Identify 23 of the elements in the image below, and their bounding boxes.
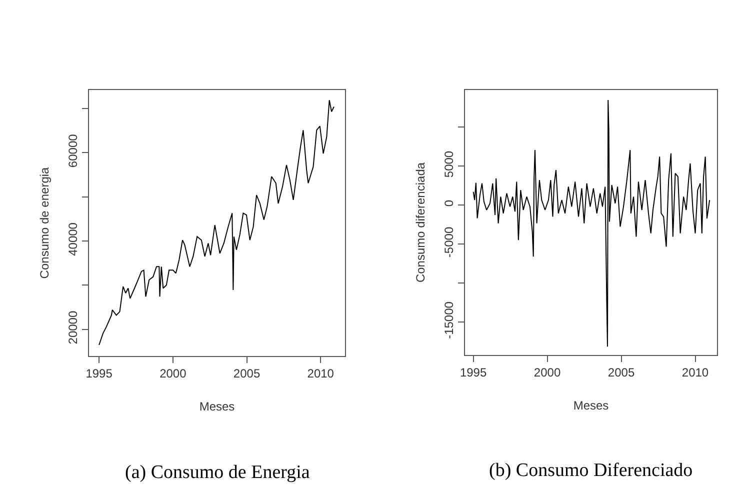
text: (a) Consumo de Energia [125, 462, 310, 483]
y-axis-title: Consumo de energia [38, 166, 52, 279]
x-tick-label: 2010 [307, 366, 334, 380]
y-tick-label: 60000 [66, 134, 80, 168]
y-axis-title: Consumo diferenciada [414, 162, 428, 283]
y-tick-label: 40000 [66, 222, 80, 256]
x-tick-label: 2005 [233, 366, 260, 380]
y-tick-label: 20000 [66, 310, 80, 344]
line-series [98, 100, 334, 346]
x-axis-title: Meses [573, 398, 609, 412]
y-tick-label: 5000 [442, 150, 456, 178]
text: (b) Consumo Diferenciado [489, 460, 693, 481]
y-tick-label: 0 [442, 200, 456, 207]
x-tick-label: 2010 [682, 365, 709, 380]
x-axis-title: Meses [199, 399, 235, 414]
line-series [472, 100, 710, 348]
x-tick-label: 2000 [534, 365, 561, 380]
x-tick-label: 1995 [460, 365, 487, 380]
x-tick-label: 2000 [160, 366, 187, 380]
x-tick-label: 1995 [86, 366, 113, 380]
x-tick-label: 2005 [608, 365, 635, 380]
y-tick-label: -15000 [442, 301, 456, 339]
y-tick-label: -5000 [442, 226, 456, 258]
